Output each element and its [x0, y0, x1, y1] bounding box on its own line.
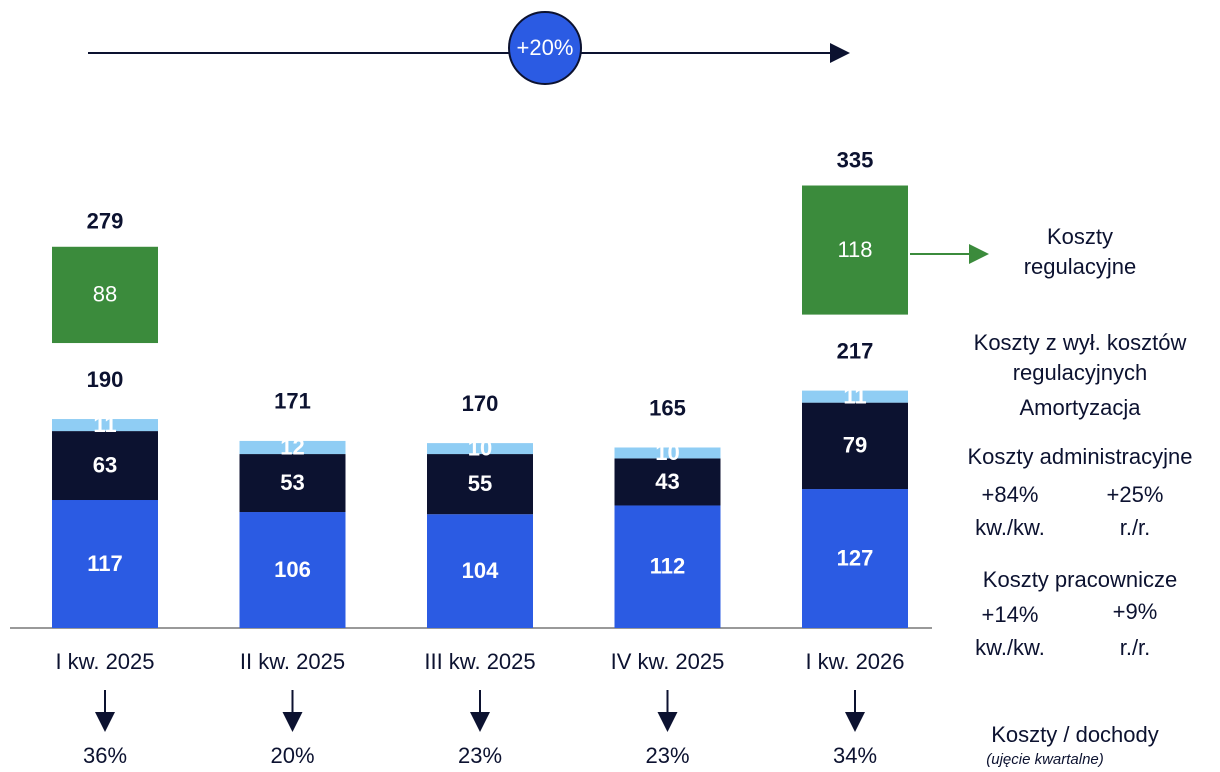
- bar-segment: [239, 512, 346, 628]
- total-label: 217: [837, 338, 874, 363]
- bar-segment: [802, 402, 908, 490]
- ratio-label: 34%: [833, 743, 877, 768]
- growth-period: kw./kw.: [975, 515, 1045, 540]
- legend-personnel: Koszty pracownicze: [982, 567, 1178, 592]
- ratio-label: 23%: [458, 743, 502, 768]
- bar-label: 53: [280, 470, 304, 495]
- bar-label: 118: [837, 237, 872, 262]
- bar-label: 117: [87, 551, 123, 576]
- x-tick-label: III kw. 2025: [424, 649, 535, 674]
- bar-segment: [52, 500, 158, 628]
- growth-period: kw./kw.: [975, 635, 1045, 660]
- total-label: 190: [87, 367, 124, 392]
- bar-segment: [614, 447, 721, 459]
- growth-period: r./r.: [1119, 635, 1151, 660]
- growth-value: +9%: [1112, 599, 1158, 624]
- bar-label: 88: [93, 282, 117, 307]
- bar-label: 11: [93, 412, 116, 437]
- bar-segment: [427, 443, 533, 455]
- bar-segment: [802, 390, 908, 403]
- ratio-label: 36%: [83, 743, 127, 768]
- legend-totals: Koszty z wył. kosztów regulacyjnych: [973, 330, 1187, 385]
- bar-segment: [239, 454, 346, 513]
- bar-segment: [52, 246, 158, 344]
- bar-label: 10: [468, 435, 492, 460]
- legend-regulatory: Koszty regulacyjne: [1023, 224, 1137, 279]
- bar-segment: [239, 440, 346, 455]
- x-tick-label: I kw. 2025: [55, 649, 154, 674]
- bar-label: 63: [93, 452, 117, 477]
- growth-label: +20%: [517, 35, 574, 60]
- bar-segment: [614, 458, 721, 506]
- ratio-subtitle: (ujęcie kwartalne): [986, 751, 1104, 768]
- bar-label: 79: [843, 433, 867, 458]
- grand-total-label: 335: [837, 147, 874, 172]
- growth-period: r./r.: [1119, 515, 1151, 540]
- ratio-label: 20%: [270, 743, 314, 768]
- ratio-label: 23%: [645, 743, 689, 768]
- bar-segment: [802, 489, 908, 628]
- bar-label: 11: [843, 383, 866, 408]
- total-label: 165: [649, 395, 686, 420]
- ratio-title: Koszty / dochody: [991, 722, 1159, 747]
- x-tick-label: II kw. 2025: [240, 649, 345, 674]
- bar-segment: [614, 505, 721, 628]
- bar-label: 12: [280, 434, 304, 459]
- legend-amortization: Amortyzacja: [1019, 395, 1141, 420]
- total-label: 171: [274, 389, 311, 414]
- x-tick-label: I kw. 2026: [805, 649, 904, 674]
- bar-label: 112: [650, 554, 686, 579]
- bar-label: 104: [462, 558, 499, 583]
- bar-segment: [427, 514, 533, 628]
- x-tick-label: IV kw. 2025: [611, 649, 725, 674]
- growth-value: +14%: [981, 602, 1039, 627]
- total-label: 170: [462, 391, 499, 416]
- grand-total-label: 279: [87, 209, 124, 234]
- bar-label: 127: [837, 545, 874, 570]
- bar-label: 55: [468, 471, 492, 496]
- growth-value: +84%: [981, 482, 1039, 507]
- legend-admin: Koszty administracyjne: [967, 444, 1193, 469]
- bar-segment: [52, 419, 158, 432]
- bar-label: 106: [274, 557, 311, 582]
- bar-segment: [52, 431, 158, 501]
- bar-label: 43: [655, 469, 679, 494]
- growth-badge: [508, 11, 582, 85]
- bar-segment: [427, 454, 533, 515]
- bar-label: 10: [655, 440, 679, 465]
- growth-value: +25%: [1106, 482, 1164, 507]
- bar-segment: [802, 185, 908, 315]
